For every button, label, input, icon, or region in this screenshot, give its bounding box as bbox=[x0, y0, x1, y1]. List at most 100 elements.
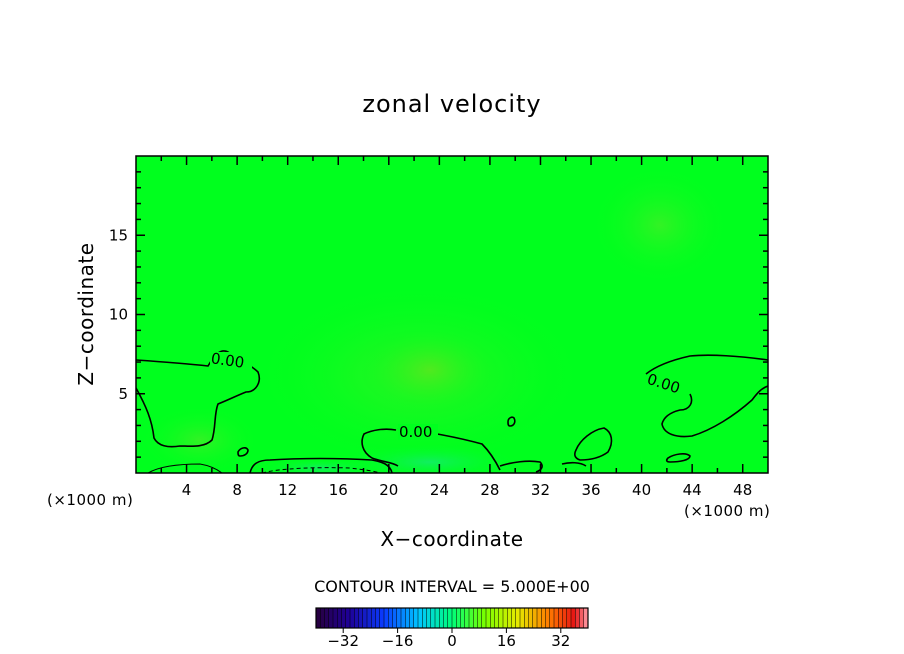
contour-label-bg bbox=[398, 424, 438, 440]
contour-line bbox=[147, 463, 223, 473]
contour-line bbox=[665, 453, 691, 463]
colorbar-cell bbox=[324, 608, 330, 628]
contour-line bbox=[561, 461, 587, 467]
colorbar-cell bbox=[473, 608, 478, 628]
colorbar-cell bbox=[388, 608, 393, 628]
colorbar-cell bbox=[316, 608, 321, 628]
colorbar-cell bbox=[435, 608, 440, 628]
colorbar-cell bbox=[452, 608, 457, 628]
colorbar-cell bbox=[583, 608, 589, 628]
colorbar-cell bbox=[558, 608, 563, 628]
colorbar-tick-label: 16 bbox=[497, 632, 516, 650]
field-blob-warm bbox=[360, 325, 500, 415]
colorbar-cell bbox=[464, 608, 470, 628]
colorbar-cell bbox=[545, 608, 551, 628]
contour-label: 0.00 bbox=[210, 349, 246, 371]
colorbar-cell bbox=[328, 608, 334, 628]
x-tick-label: 24 bbox=[430, 481, 449, 499]
contour-label-bg bbox=[646, 376, 690, 393]
colorbar-cell bbox=[426, 608, 432, 628]
colorbar-cell bbox=[575, 608, 580, 628]
x-tick-label: 44 bbox=[683, 481, 702, 499]
colorbar-cell bbox=[494, 608, 500, 628]
axis-ticks bbox=[136, 156, 768, 473]
colorbar-cell bbox=[439, 608, 444, 628]
colorbar-cell bbox=[528, 608, 534, 628]
colorbar-cell bbox=[409, 608, 415, 628]
colorbar-cell bbox=[375, 608, 381, 628]
colorbar-cell bbox=[384, 608, 389, 628]
contour-line bbox=[361, 428, 399, 467]
colorbar-cell bbox=[333, 608, 338, 628]
x-tick-label: 12 bbox=[278, 481, 297, 499]
colorbar-cell bbox=[320, 608, 325, 628]
contour-labels: 0.00 0.00 0.00 bbox=[210, 349, 690, 441]
contour-line bbox=[661, 385, 768, 438]
x-tick-label: 20 bbox=[379, 481, 398, 499]
colorbar-cell bbox=[498, 608, 504, 628]
colorbar-cell bbox=[430, 608, 436, 628]
colorbar-cell bbox=[481, 608, 487, 628]
contour-line bbox=[507, 416, 516, 427]
x-axis-label: X−coordinate bbox=[380, 527, 523, 551]
colorbar-cell bbox=[579, 608, 585, 628]
x-tick-label: 48 bbox=[733, 481, 752, 499]
y-tick-label: 5 bbox=[118, 385, 128, 403]
colorbar-cell bbox=[524, 608, 529, 628]
x-tick-labels: 4 8 12 16 20 24 28 32 36 40 44 48 bbox=[182, 481, 752, 499]
x-tick-label: 40 bbox=[632, 481, 651, 499]
x-tick-label: 16 bbox=[329, 481, 348, 499]
colorbar-cell bbox=[358, 608, 364, 628]
colorbar-cell bbox=[345, 608, 351, 628]
plot-area: 0.00 0.00 0.00 bbox=[136, 156, 768, 473]
colorbar-tick-label: −32 bbox=[327, 632, 359, 650]
x-unit-label: (×1000 m) bbox=[684, 502, 770, 520]
colorbar-cell bbox=[541, 608, 546, 628]
y-tick-labels: 5 10 15 bbox=[109, 226, 128, 403]
colorbar bbox=[315, 607, 589, 633]
colorbar-cell bbox=[477, 608, 483, 628]
colorbar-cell bbox=[379, 608, 385, 628]
x-tick-label: 32 bbox=[531, 481, 550, 499]
colorbar-cell bbox=[503, 608, 508, 628]
colorbar-cell bbox=[520, 608, 525, 628]
contour-line bbox=[645, 354, 768, 375]
z-unit-label: (×1000 m) bbox=[47, 491, 133, 509]
colorbar-cell bbox=[566, 608, 572, 628]
colorbar-cell bbox=[371, 608, 376, 628]
colorbar-cell bbox=[554, 608, 559, 628]
colorbar-cell bbox=[418, 608, 423, 628]
colorbar-cell bbox=[337, 608, 342, 628]
colorbar-cell bbox=[460, 608, 466, 628]
x-tick-label: 28 bbox=[480, 481, 499, 499]
x-tick-label: 36 bbox=[581, 481, 600, 499]
field-blob-cool bbox=[340, 444, 520, 473]
contour-interval-text: CONTOUR INTERVAL = 5.000E+00 bbox=[314, 577, 590, 596]
contour-label: 0.00 bbox=[399, 423, 432, 441]
colorbar-cell bbox=[396, 608, 402, 628]
colorbar-cell bbox=[549, 608, 555, 628]
colorbar-cell bbox=[571, 608, 576, 628]
colorbar-cell bbox=[511, 608, 517, 628]
colorbar-cell bbox=[413, 608, 419, 628]
colorbar-cell bbox=[562, 608, 568, 628]
colorbar-cell bbox=[341, 608, 347, 628]
colorbar-cell bbox=[362, 608, 368, 628]
contour-label-bg bbox=[210, 352, 252, 369]
x-tick-label: 4 bbox=[182, 481, 192, 499]
colorbar-cell bbox=[469, 608, 474, 628]
colorbar-cell bbox=[486, 608, 491, 628]
colorbar-tick-label: −16 bbox=[382, 632, 414, 650]
y-axis-label: Z−coordinate bbox=[74, 242, 98, 385]
colorbar-cell bbox=[456, 608, 461, 628]
colorbar-cell bbox=[422, 608, 427, 628]
colorbar-cell bbox=[392, 608, 398, 628]
field-blob-warm bbox=[590, 165, 730, 285]
colorbar-cell bbox=[537, 608, 542, 628]
colorbar-cell bbox=[507, 608, 512, 628]
y-tick-label: 10 bbox=[109, 306, 128, 324]
colorbar-cell bbox=[447, 608, 453, 628]
colorbar-cell bbox=[515, 608, 521, 628]
contour-line bbox=[249, 457, 393, 473]
